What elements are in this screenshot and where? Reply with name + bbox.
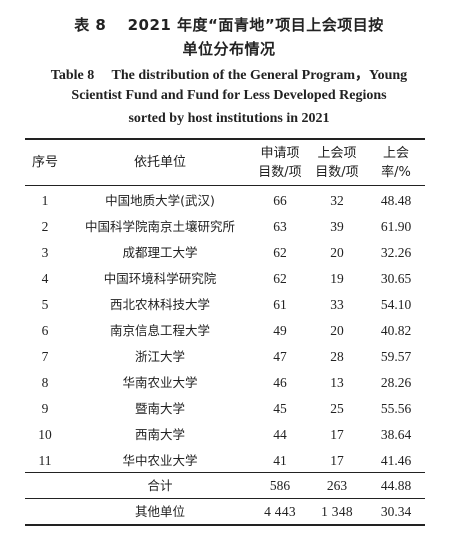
- row-seq: 1: [41, 193, 49, 208]
- table-title-en-line1: Table 8 The distribution of the General …: [50, 68, 408, 83]
- row-institution: 中国环境科学研究院: [103, 271, 217, 286]
- row-institution: 暨南大学: [134, 401, 185, 416]
- row-rate: 48.48: [380, 193, 412, 208]
- row-institution: 中国地质大学(武汉): [105, 193, 215, 208]
- table-top-rule: [25, 138, 425, 140]
- row-institution: 西北农林科技大学: [109, 297, 210, 312]
- row-seq: 2: [41, 219, 49, 234]
- row-seq: 6: [41, 323, 49, 338]
- row-applications: 45: [273, 401, 287, 416]
- row-institution: 浙江大学: [134, 349, 185, 364]
- row-institution: 中国科学院南京土壤研究所: [84, 219, 235, 234]
- row-funded: 33: [330, 297, 344, 312]
- other-rate: 30.34: [380, 504, 412, 519]
- table-bottom-rule: [25, 524, 425, 526]
- row-funded: 20: [330, 323, 344, 338]
- row-applications: 49: [273, 323, 287, 338]
- row-institution: 成都理工大学: [122, 245, 198, 260]
- row-funded: 32: [330, 193, 344, 208]
- header-rate-line1: 上会: [382, 146, 409, 161]
- row-institution: 南京信息工程大学: [109, 323, 210, 338]
- header-rate-line2: 率/%: [381, 165, 411, 180]
- table-title-en-line2: Scientist Fund and Fund for Less Develop…: [71, 88, 387, 103]
- row-rate: 28.26: [380, 375, 412, 390]
- row-funded: 39: [330, 219, 344, 234]
- row-applications: 46: [273, 375, 287, 390]
- row-institution: 西南大学: [134, 427, 185, 442]
- total-rate: 44.88: [380, 478, 412, 493]
- row-applications: 62: [273, 271, 287, 286]
- row-rate: 38.64: [380, 427, 412, 442]
- total-label: 合计: [147, 478, 173, 493]
- header-institution: 依托单位: [133, 155, 186, 170]
- row-rate: 54.10: [380, 297, 412, 312]
- other-applications: 4 443: [264, 504, 296, 519]
- row-seq: 10: [38, 427, 52, 442]
- header-bottom-rule: [25, 185, 425, 186]
- row-seq: 11: [38, 453, 52, 468]
- row-applications: 66: [273, 193, 287, 208]
- row-applications: 44: [273, 427, 287, 442]
- table-title-en-line3: sorted by host institutions in 2021: [128, 111, 330, 126]
- row-seq: 8: [41, 375, 49, 390]
- row-applications: 62: [273, 245, 287, 260]
- row-funded: 20: [330, 245, 344, 260]
- row-rate: 40.82: [380, 323, 412, 338]
- row-seq: 4: [41, 271, 49, 286]
- total-top-rule: [25, 472, 425, 473]
- row-funded: 28: [330, 349, 344, 364]
- row-seq: 3: [41, 245, 49, 260]
- row-applications: 47: [273, 349, 287, 364]
- row-funded: 13: [330, 375, 344, 390]
- row-rate: 55.56: [380, 401, 412, 416]
- other-top-rule: [25, 498, 425, 499]
- table-title-cn-line1: 表 8 2021 年度“面青地”项目上会项目按: [74, 16, 384, 34]
- row-rate: 59.57: [380, 349, 412, 364]
- row-seq: 5: [41, 297, 49, 312]
- row-rate: 61.90: [380, 219, 412, 234]
- table-title-cn-line2: 单位分布情况: [182, 40, 276, 58]
- row-institution: 华中农业大学: [122, 453, 198, 468]
- row-rate: 41.46: [380, 453, 412, 468]
- row-seq: 7: [41, 349, 49, 364]
- row-rate: 30.65: [380, 271, 412, 286]
- header-applications-line2: 目数/项: [258, 165, 302, 180]
- header-funded-line2: 目数/项: [315, 165, 359, 180]
- row-rate: 32.26: [380, 245, 412, 260]
- row-funded: 17: [330, 427, 344, 442]
- row-funded: 17: [330, 453, 344, 468]
- row-applications: 41: [273, 453, 287, 468]
- other-label: 其他单位: [134, 504, 185, 519]
- row-institution: 华南农业大学: [122, 375, 198, 390]
- other-funded: 1 348: [321, 504, 353, 519]
- header-seq: 序号: [31, 155, 58, 170]
- header-funded-line1: 上会项: [317, 146, 357, 161]
- row-seq: 9: [41, 401, 49, 416]
- row-applications: 63: [273, 219, 287, 234]
- row-applications: 61: [273, 297, 287, 312]
- total-applications: 586: [269, 478, 291, 493]
- row-funded: 25: [330, 401, 344, 416]
- total-funded: 263: [326, 478, 348, 493]
- header-applications-line1: 申请项: [260, 146, 300, 161]
- row-funded: 19: [330, 271, 344, 286]
